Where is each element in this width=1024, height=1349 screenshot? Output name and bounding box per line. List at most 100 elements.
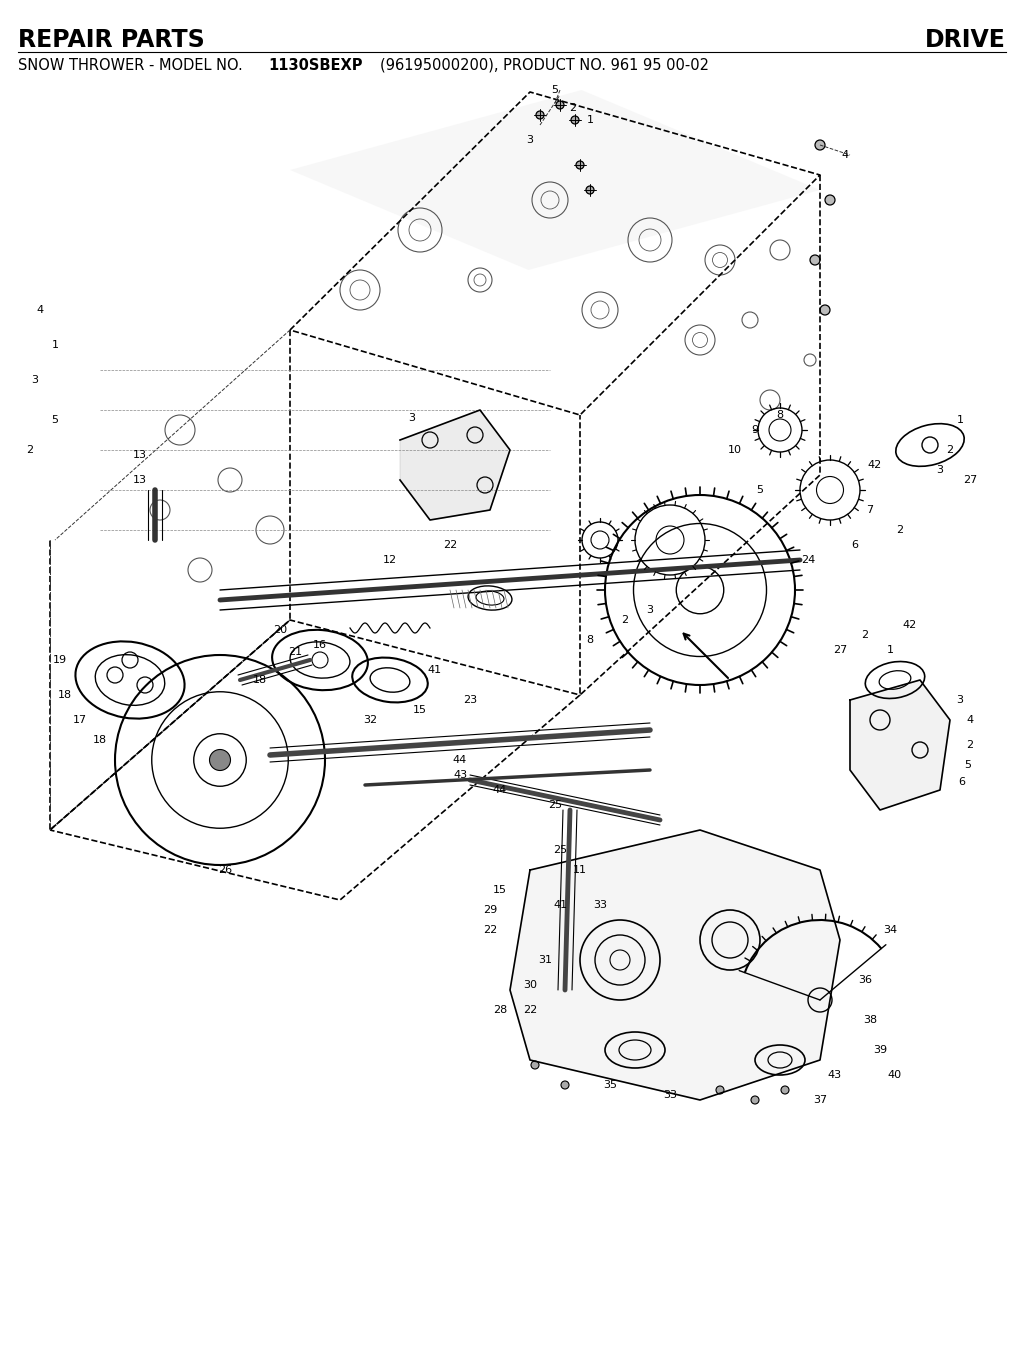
Text: 1: 1: [887, 645, 894, 656]
Circle shape: [210, 750, 230, 770]
Text: 30: 30: [523, 979, 537, 990]
Text: 44: 44: [453, 755, 467, 765]
Circle shape: [536, 111, 544, 119]
Text: 21: 21: [288, 648, 302, 657]
Text: 4: 4: [967, 715, 974, 724]
Text: 12: 12: [383, 554, 397, 565]
Text: 2: 2: [569, 103, 577, 113]
Text: 9: 9: [752, 425, 759, 434]
Text: 22: 22: [523, 1005, 538, 1014]
Text: 18: 18: [253, 674, 267, 685]
Circle shape: [825, 196, 835, 205]
Text: 2: 2: [27, 445, 34, 455]
Text: 41: 41: [553, 900, 567, 911]
Text: 29: 29: [483, 905, 497, 915]
Text: 2: 2: [896, 525, 903, 536]
Text: 2: 2: [946, 445, 953, 455]
Text: 33: 33: [663, 1090, 677, 1099]
Text: 43: 43: [453, 770, 467, 780]
Text: 3: 3: [409, 413, 416, 424]
Text: 3: 3: [526, 135, 534, 144]
Text: 8: 8: [776, 410, 783, 420]
Text: 8: 8: [587, 635, 594, 645]
Circle shape: [751, 1095, 759, 1103]
Text: 3: 3: [32, 375, 39, 384]
Text: 34: 34: [883, 925, 897, 935]
Circle shape: [575, 161, 584, 169]
Text: 22: 22: [483, 925, 497, 935]
Text: 2: 2: [861, 630, 868, 639]
Text: 18: 18: [58, 689, 72, 700]
Text: 5: 5: [552, 85, 558, 94]
Text: 13: 13: [133, 475, 147, 486]
Text: DRIVE: DRIVE: [925, 28, 1006, 53]
Circle shape: [531, 1062, 539, 1068]
Text: 13: 13: [133, 451, 147, 460]
Text: 3: 3: [956, 695, 964, 706]
Text: 36: 36: [858, 975, 872, 985]
Text: 28: 28: [493, 1005, 507, 1014]
Text: 33: 33: [593, 900, 607, 911]
Text: 24: 24: [801, 554, 815, 565]
Text: 20: 20: [273, 625, 287, 635]
Text: 5: 5: [51, 415, 58, 425]
Text: 6: 6: [958, 777, 966, 786]
Text: 19: 19: [53, 656, 67, 665]
Text: 5: 5: [757, 486, 764, 495]
Text: 17: 17: [73, 715, 87, 724]
Text: 31: 31: [538, 955, 552, 965]
Circle shape: [556, 101, 564, 109]
Text: 42: 42: [903, 621, 918, 630]
Circle shape: [820, 305, 830, 316]
Text: 35: 35: [603, 1081, 617, 1090]
Text: 43: 43: [828, 1070, 842, 1081]
Text: 39: 39: [872, 1045, 887, 1055]
Text: SNOW THROWER - MODEL NO.: SNOW THROWER - MODEL NO.: [18, 58, 248, 73]
Text: 7: 7: [866, 505, 873, 515]
Text: 22: 22: [442, 540, 457, 550]
Text: 15: 15: [413, 706, 427, 715]
Circle shape: [781, 1086, 790, 1094]
Circle shape: [716, 1086, 724, 1094]
Text: 18: 18: [93, 735, 108, 745]
Polygon shape: [850, 680, 950, 809]
Text: 25: 25: [548, 800, 562, 809]
Text: 2: 2: [967, 741, 974, 750]
Text: 27: 27: [833, 645, 847, 656]
Circle shape: [561, 1081, 569, 1089]
Text: 41: 41: [428, 665, 442, 674]
Text: 2: 2: [622, 615, 629, 625]
Text: 27: 27: [963, 475, 977, 486]
Circle shape: [571, 116, 579, 124]
Polygon shape: [400, 410, 510, 519]
Text: 4: 4: [842, 150, 849, 161]
Circle shape: [810, 255, 820, 264]
Text: 15: 15: [493, 885, 507, 894]
Polygon shape: [290, 90, 820, 270]
Text: 26: 26: [218, 865, 232, 876]
Text: 38: 38: [863, 1014, 878, 1025]
Text: 37: 37: [813, 1095, 827, 1105]
Text: 16: 16: [313, 639, 327, 650]
Text: 1: 1: [956, 415, 964, 425]
Text: 11: 11: [573, 865, 587, 876]
Text: 6: 6: [852, 540, 858, 550]
Text: (96195000200), PRODUCT NO. 961 95 00-02: (96195000200), PRODUCT NO. 961 95 00-02: [380, 58, 709, 73]
Text: 3: 3: [937, 465, 943, 475]
Circle shape: [586, 186, 594, 194]
Text: 5: 5: [965, 759, 972, 770]
Text: 3: 3: [646, 604, 653, 615]
Text: 1130SBEXP: 1130SBEXP: [268, 58, 362, 73]
Text: 23: 23: [463, 695, 477, 706]
Text: 1: 1: [587, 115, 594, 125]
Text: 32: 32: [362, 715, 377, 724]
Text: 25: 25: [553, 844, 567, 855]
Text: 1: 1: [51, 340, 58, 349]
Circle shape: [815, 140, 825, 150]
Polygon shape: [510, 830, 840, 1099]
Text: REPAIR PARTS: REPAIR PARTS: [18, 28, 205, 53]
Text: 10: 10: [728, 445, 742, 455]
Text: 40: 40: [888, 1070, 902, 1081]
Text: 42: 42: [868, 460, 882, 469]
Text: 44: 44: [493, 785, 507, 795]
